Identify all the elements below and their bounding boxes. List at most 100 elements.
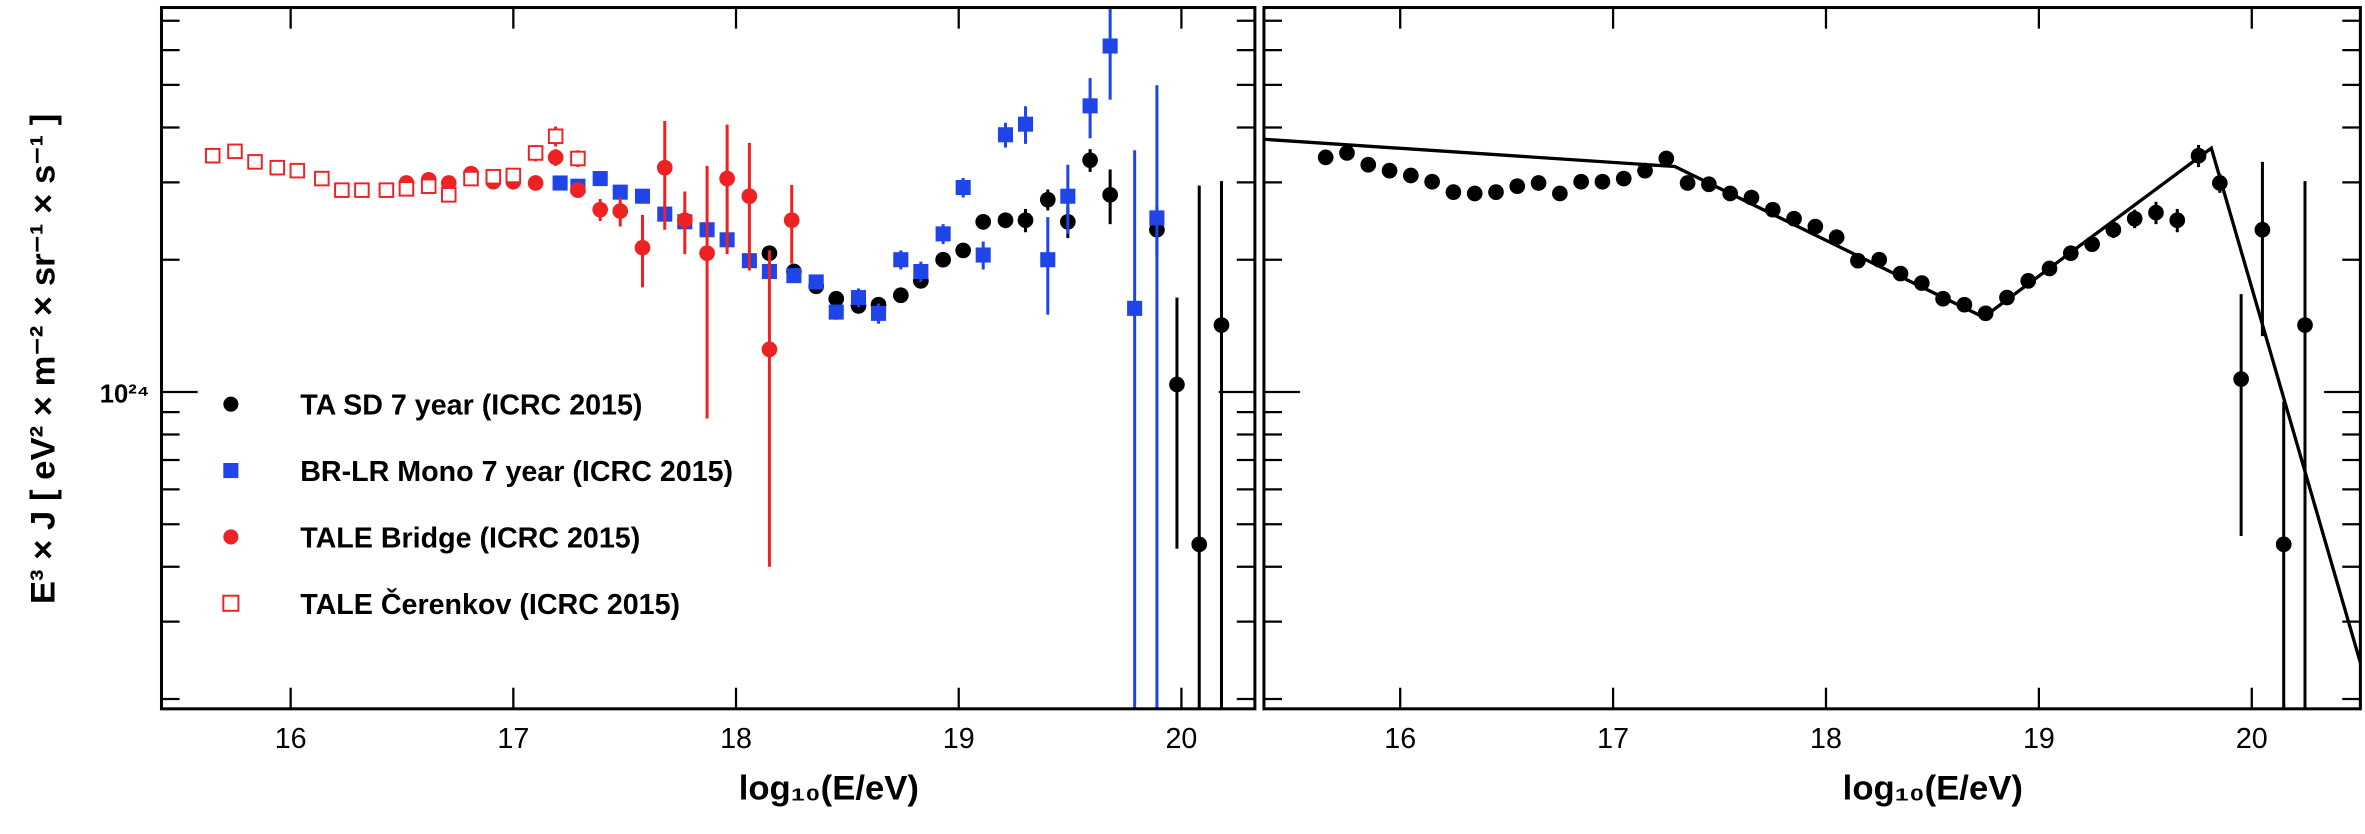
data-point (1017, 212, 1034, 229)
fit-line (1263, 137, 2361, 664)
plot-area (204, 7, 1230, 709)
x-tick-label: 19 (2023, 723, 2055, 755)
data-point (786, 268, 802, 284)
x-tick-label: 16 (275, 723, 307, 755)
data-point (552, 175, 568, 191)
data-point (2233, 371, 2249, 387)
data-point (527, 175, 544, 191)
data-point (289, 162, 306, 179)
data-point (955, 179, 971, 196)
data-point (1637, 162, 1653, 179)
data-point (935, 226, 951, 242)
data-point (612, 203, 629, 219)
data-point (592, 201, 609, 218)
data-point (463, 170, 479, 187)
x-tick-label: 17 (497, 723, 529, 755)
data-point (741, 188, 758, 205)
data-point (227, 143, 243, 160)
data-point (440, 175, 457, 191)
data-point (1149, 210, 1165, 226)
data-point (1594, 173, 1611, 190)
data-point (1488, 184, 1504, 200)
data-point (828, 290, 845, 307)
legend-label: TALE Bridge (ICRC 2015) (300, 522, 640, 554)
data-point (354, 182, 370, 198)
data-point (547, 128, 564, 145)
data-point (485, 168, 502, 185)
plot-frame (159, 6, 1257, 711)
data-point (2169, 212, 2186, 229)
data-point (570, 150, 586, 167)
data-point (2297, 317, 2313, 333)
data-point (1381, 162, 1398, 179)
data-point (761, 341, 778, 358)
plot-area (1263, 137, 2361, 709)
data-point (828, 304, 844, 320)
legend-label: TA SD 7 year (ICRC 2015) (300, 390, 642, 422)
data-point (398, 181, 415, 197)
data-point (1402, 167, 1419, 184)
data-point (505, 167, 522, 184)
data-point (1102, 187, 1118, 203)
data-point (634, 188, 651, 204)
data-point (1102, 38, 1118, 54)
data-point (1127, 300, 1143, 316)
data-point (719, 170, 735, 187)
x-tick-label: 18 (1810, 723, 1842, 755)
data-point (1017, 116, 1034, 132)
data-point (1424, 173, 1440, 190)
data-point (378, 182, 395, 198)
data-point (1317, 149, 1334, 166)
data-point (1828, 229, 1845, 246)
data-point (783, 212, 800, 229)
x-tick-label: 16 (1384, 723, 1416, 755)
data-point (247, 154, 263, 170)
data-point (2126, 210, 2143, 227)
y-axis-label: E³ × J [ eV² × m⁻² × sr⁻¹ × s⁻¹ ] (24, 114, 62, 604)
x-tick-label: 19 (943, 723, 975, 755)
data-point (570, 182, 586, 198)
legend-marker (223, 462, 239, 479)
data-point (1039, 191, 1056, 208)
data-point (1060, 188, 1076, 204)
data-point (1191, 536, 1208, 553)
data-point (2254, 221, 2271, 238)
data-point (871, 305, 887, 321)
data-point (1213, 317, 1230, 333)
x-tick-label: 17 (1597, 723, 1629, 755)
data-point (975, 213, 992, 230)
data-point (1169, 376, 1185, 393)
data-point (440, 187, 457, 203)
data-point (1807, 218, 1824, 235)
data-point (676, 212, 693, 229)
data-point (547, 149, 564, 166)
data-point (1679, 175, 1696, 191)
data-point (334, 182, 350, 198)
legend-label: BR-LR Mono 7 year (ICRC 2015) (300, 456, 733, 488)
data-point (1509, 178, 1526, 195)
data-point (699, 245, 715, 262)
legend-marker (223, 529, 239, 545)
data-point (1552, 185, 1568, 202)
data-point (892, 287, 909, 304)
data-point (527, 145, 544, 161)
data-point (634, 239, 651, 256)
data-point (1615, 170, 1632, 187)
data-point (1658, 150, 1675, 167)
data-point (808, 274, 824, 290)
data-point (592, 171, 608, 187)
data-point (204, 147, 221, 164)
data-point (893, 252, 909, 268)
data-point (1360, 156, 1377, 173)
data-point (997, 212, 1014, 229)
data-point (1040, 252, 1056, 268)
data-point (1466, 185, 1483, 202)
legend-label: TALE Čerenkov (ICRC 2015) (300, 587, 680, 621)
data-point (2148, 204, 2164, 221)
x-axis-label: log₁₀(E/eV) (1843, 769, 2023, 807)
data-point (612, 184, 628, 200)
data-point (2105, 221, 2122, 238)
data-point (935, 251, 951, 268)
data-point (850, 290, 867, 306)
